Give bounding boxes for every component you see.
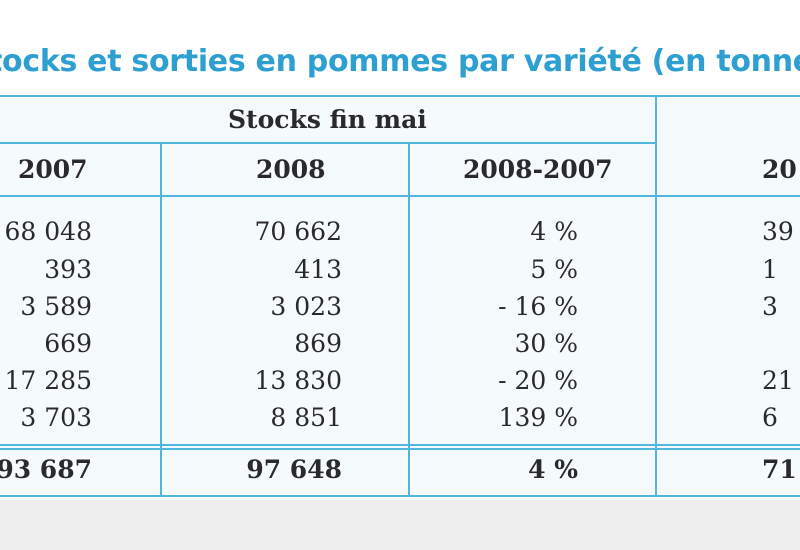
table-title: tocks et sorties en pommes par variété (… xyxy=(0,44,800,79)
row-3-2008: 869 xyxy=(294,329,342,358)
title-band: tocks et sorties en pommes par variété (… xyxy=(0,0,800,95)
row-4-2008: 13 830 xyxy=(254,366,342,395)
row-1-2008: 413 xyxy=(294,255,342,284)
row-1-2007: 393 xyxy=(44,255,92,284)
total-2007: 93 687 xyxy=(0,455,92,484)
row-4-next: 21 xyxy=(762,366,794,395)
total-next: 71 xyxy=(762,455,797,484)
group-underline xyxy=(0,142,655,144)
row-2-2008: 3 023 xyxy=(270,292,342,321)
total-separator-1 xyxy=(0,444,800,446)
row-5-2008: 8 851 xyxy=(270,403,342,432)
header-underline xyxy=(0,195,800,197)
col-divider-3 xyxy=(655,95,657,495)
top-border xyxy=(0,95,800,97)
row-2-next: 3 xyxy=(762,292,778,321)
col-divider-2 xyxy=(408,143,410,495)
data-table: Stocks fin mai 2007 2008 2008-2007 20 68… xyxy=(0,95,800,500)
bottom-band xyxy=(0,500,800,550)
header-2008: 2008 xyxy=(256,155,326,184)
row-5-2007: 3 703 xyxy=(20,403,92,432)
row-2-diff: - 16 % xyxy=(498,292,578,321)
row-5-next: 6 xyxy=(762,403,778,432)
total-separator-2 xyxy=(0,448,800,450)
row-0-next: 39 xyxy=(762,217,794,246)
row-1-next: 1 xyxy=(762,255,778,284)
row-0-2008: 70 662 xyxy=(254,217,342,246)
header-next: 20 xyxy=(762,155,797,184)
total-2008: 97 648 xyxy=(246,455,342,484)
row-0-2007: 68 048 xyxy=(4,217,92,246)
row-5-diff: 139 % xyxy=(498,403,578,432)
bottom-border xyxy=(0,495,800,497)
group-header: Stocks fin mai xyxy=(228,105,427,134)
row-2-2007: 3 589 xyxy=(20,292,92,321)
header-diff: 2008-2007 xyxy=(463,155,613,184)
row-1-diff: 5 % xyxy=(530,255,578,284)
col-divider-1 xyxy=(160,143,162,495)
row-4-diff: - 20 % xyxy=(498,366,578,395)
row-3-diff: 30 % xyxy=(514,329,578,358)
header-2007: 2007 xyxy=(18,155,88,184)
row-0-diff: 4 % xyxy=(530,217,578,246)
row-4-2007: 17 285 xyxy=(4,366,92,395)
row-3-2007: 669 xyxy=(44,329,92,358)
total-diff: 4 % xyxy=(528,455,578,484)
